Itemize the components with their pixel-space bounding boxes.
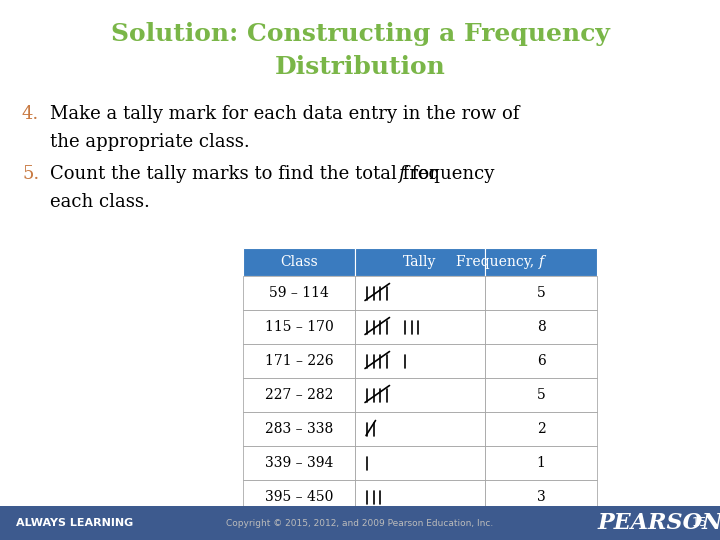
Bar [485,248,597,276]
Bar [485,276,597,310]
Text: for: for [406,165,438,183]
Bar [243,310,355,344]
Bar [355,344,485,378]
Bar [243,480,355,514]
Bar [355,276,485,310]
Bar [243,412,355,446]
Text: 2: 2 [536,422,545,436]
Text: f: f [539,255,544,269]
Text: 1: 1 [536,456,546,470]
Text: each class.: each class. [50,193,150,211]
Bar [355,310,485,344]
Text: PEARSON: PEARSON [598,512,720,534]
Text: Copyright © 2015, 2012, and 2009 Pearson Education, Inc.: Copyright © 2015, 2012, and 2009 Pearson… [226,518,494,528]
Text: Frequency,: Frequency, [456,255,539,269]
Bar [485,480,597,514]
Text: 6: 6 [536,354,545,368]
Text: ALWAYS LEARNING: ALWAYS LEARNING [16,518,133,528]
Text: 5: 5 [536,388,545,402]
Bar [355,378,485,412]
Text: the appropriate class.: the appropriate class. [50,133,250,151]
Bar [243,248,355,276]
Text: 283 – 338: 283 – 338 [265,422,333,436]
Text: 4.: 4. [22,105,40,123]
Text: Make a tally mark for each data entry in the row of: Make a tally mark for each data entry in… [50,105,519,123]
Bar [0,506,720,540]
Text: 15: 15 [692,516,708,530]
Text: 59 – 114: 59 – 114 [269,286,329,300]
Text: 8: 8 [536,320,545,334]
Bar [243,344,355,378]
Bar [485,378,597,412]
Bar [485,344,597,378]
Text: 227 – 282: 227 – 282 [265,388,333,402]
Text: f: f [398,165,405,183]
Bar [243,446,355,480]
Bar [355,480,485,514]
Bar [355,412,485,446]
Text: Distribution: Distribution [274,55,446,79]
Bar [485,412,597,446]
Bar [243,276,355,310]
Text: 5: 5 [536,286,545,300]
Bar [355,248,485,276]
Text: 3: 3 [536,490,545,504]
Bar [485,446,597,480]
Bar [243,378,355,412]
Text: 395 – 450: 395 – 450 [265,490,333,504]
Text: 115 – 170: 115 – 170 [265,320,333,334]
Text: 339 – 394: 339 – 394 [265,456,333,470]
Text: Class: Class [280,255,318,269]
Text: 5.: 5. [22,165,40,183]
Text: Solution: Constructing a Frequency: Solution: Constructing a Frequency [111,22,609,46]
Text: Tally: Tally [403,255,437,269]
Bar [355,446,485,480]
Text: 171 – 226: 171 – 226 [265,354,333,368]
Bar [485,310,597,344]
Text: Count the tally marks to find the total frequency: Count the tally marks to find the total … [50,165,500,183]
